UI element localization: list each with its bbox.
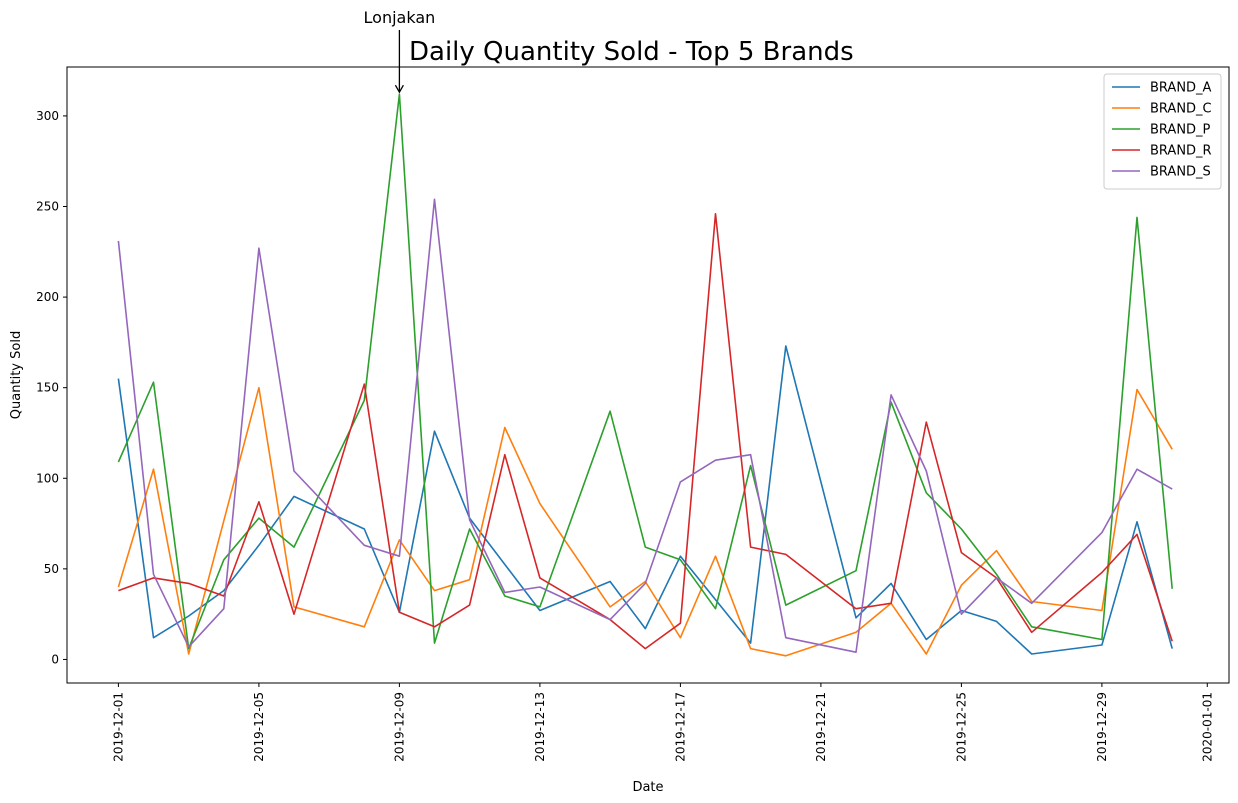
x-tick-label: 2019-12-05	[252, 692, 266, 762]
y-tick-label: 200	[36, 290, 59, 304]
y-tick-label: 100	[36, 471, 59, 485]
series-line-brand-c	[117, 386, 1173, 657]
y-axis-label: Quantity Sold	[9, 331, 24, 419]
x-tick-label: 2019-12-29	[1095, 692, 1109, 762]
plot-frame	[66, 66, 1230, 684]
x-tick-label: 2019-12-09	[392, 692, 406, 762]
x-tick-label: 2019-12-01	[111, 692, 125, 762]
legend-label: BRAND_R	[1150, 144, 1212, 159]
series-line-brand-a	[117, 345, 1173, 655]
x-axis: 2019-12-01 2019-12-05 2019-12-09 2019-12-13…	[111, 683, 1214, 762]
x-axis-label: Date	[632, 780, 663, 795]
y-tick-label: 50	[44, 562, 59, 576]
x-tick-label: 2019-12-13	[533, 692, 547, 762]
legend-label: BRAND_C	[1150, 102, 1212, 117]
legend-label: BRAND_S	[1150, 165, 1211, 180]
x-tick-label: 2019-12-25	[954, 692, 968, 762]
y-tick-label: 300	[36, 109, 59, 123]
y-axis: 0 50 100 150 200 250 300	[36, 109, 67, 666]
series-line-brand-r	[118, 213, 1173, 650]
legend-label: BRAND_A	[1150, 81, 1212, 96]
legend-box	[1103, 73, 1222, 190]
annotation-label: Lonjakan	[364, 8, 436, 27]
annotation-arrow-head	[394, 84, 404, 94]
series-line-brand-s	[117, 198, 1173, 654]
y-tick-label: 0	[51, 652, 59, 666]
legend: BRAND_A BRAND_C BRAND_P BRAND_R BRAND_S	[1103, 73, 1222, 190]
series-layer	[117, 93, 1173, 657]
annotation: Lonjakan	[364, 8, 436, 94]
x-tick-label: 2020-01-01	[1200, 692, 1214, 762]
series-line-brand-p	[117, 93, 1173, 650]
y-tick-label: 250	[36, 200, 59, 214]
y-tick-label: 150	[36, 381, 59, 395]
x-tick-label: 2019-12-17	[673, 692, 687, 762]
x-tick-label: 2019-12-21	[814, 692, 828, 762]
legend-label: BRAND_P	[1150, 123, 1211, 138]
chart-title: Daily Quantity Sold - Top 5 Brands	[409, 37, 854, 67]
